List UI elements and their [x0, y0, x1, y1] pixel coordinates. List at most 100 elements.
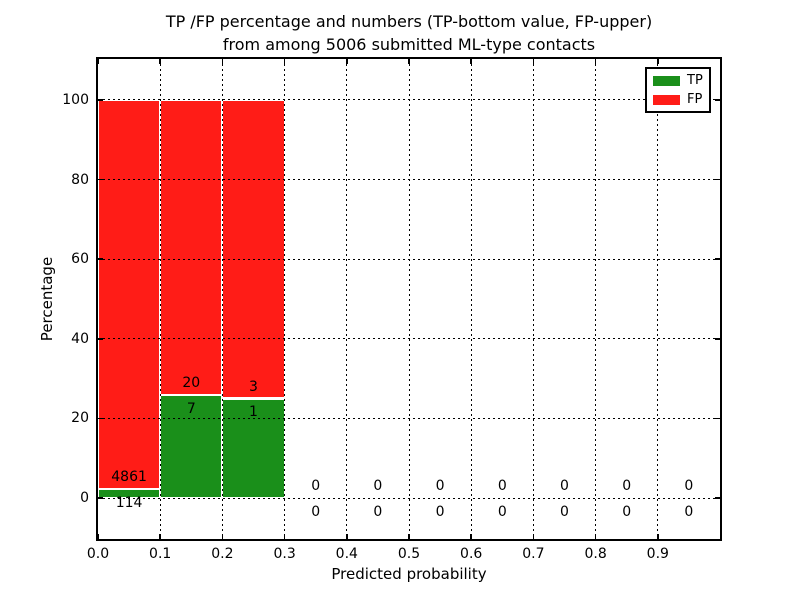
- tp-count-label: 0: [684, 503, 694, 520]
- x-tick-label: 0.1: [149, 546, 172, 562]
- fp-count-label: 0: [684, 478, 694, 495]
- vertical-gridline: [408, 59, 410, 539]
- x-tick-top: [594, 59, 597, 64]
- legend-item-tp: TP: [653, 74, 703, 87]
- fp-count-label: 0: [311, 478, 321, 495]
- fp-count-label: 0: [373, 478, 383, 495]
- x-tick-bottom: [346, 534, 348, 539]
- plot-area: 4861 114 20 7 3 1 0 0 0 0 0 0 0 0 0 0 0 0 0 0 0.0 0.1 0.2 0.3 0.…: [62, 57, 722, 562]
- x-tick-top: [97, 59, 99, 64]
- y-tick-label: 100: [62, 91, 89, 108]
- tp-count-label: 0: [497, 503, 507, 520]
- horizontal-gridline: [98, 258, 720, 260]
- x-tick-bottom: [97, 534, 99, 539]
- tp-count-label: 1: [249, 404, 258, 421]
- horizontal-gridline: [98, 99, 720, 101]
- fp-count-label: 20: [182, 374, 201, 391]
- x-tick-top: [470, 59, 472, 64]
- x-axis-label: Predicted probability: [331, 565, 487, 583]
- chart-title: TP /FP percentage and numbers (TP-bottom…: [98, 10, 720, 56]
- vertical-gridline: [470, 59, 472, 539]
- fp-count-label: 0: [435, 478, 445, 495]
- horizontal-gridline: [98, 179, 720, 181]
- x-tick-top: [408, 59, 410, 64]
- x-tick-bottom: [657, 534, 659, 539]
- vertical-gridline: [284, 59, 286, 539]
- x-tick-top: [532, 59, 535, 64]
- y-tick-label: 80: [71, 171, 89, 188]
- bar-segment-tp: [160, 394, 223, 498]
- x-tick-label: 0.3: [273, 546, 296, 562]
- x-tick-bottom: [532, 534, 535, 539]
- y-axis-label: Percentage: [38, 256, 56, 342]
- x-tick-label: 0.9: [646, 546, 669, 562]
- bar-segment-tp: [98, 488, 161, 498]
- y-tick-left: [98, 497, 103, 499]
- y-tick-label: 60: [71, 251, 89, 268]
- legend-item-fp: FP: [653, 93, 703, 106]
- x-tick-label: 0.0: [86, 546, 110, 562]
- y-tick-right: [715, 338, 720, 340]
- horizontal-gridline: [98, 338, 720, 340]
- vertical-gridline: [532, 59, 534, 539]
- y-tick-label: 40: [71, 330, 89, 347]
- y-tick-left: [98, 99, 103, 101]
- vertical-gridline: [346, 59, 348, 539]
- vertical-gridline: [657, 59, 659, 539]
- x-tick-label: 0.2: [211, 546, 234, 562]
- bar-segment-tp: [222, 398, 285, 498]
- x-tick-bottom: [221, 534, 224, 539]
- chart-title-line1: TP /FP percentage and numbers (TP-bottom…: [165, 12, 653, 31]
- y-tick-right: [715, 178, 720, 181]
- y-tick-left: [98, 178, 103, 181]
- y-tick-right: [715, 417, 720, 420]
- x-tick-top: [657, 59, 659, 64]
- x-tick-label: 0.4: [335, 546, 358, 562]
- y-tick-right: [715, 497, 720, 499]
- vertical-gridline: [221, 59, 223, 539]
- horizontal-gridline: [98, 497, 720, 499]
- tp-count-label: 0: [435, 503, 445, 520]
- tp-legend-label: TP: [687, 73, 703, 88]
- x-tick-label: 0.6: [460, 546, 483, 562]
- y-tick-left: [98, 258, 103, 260]
- legend: TP FP: [645, 67, 711, 113]
- vertical-gridline: [595, 59, 597, 539]
- fp-legend-swatch: [653, 94, 680, 105]
- tp-count-label: 0: [622, 503, 632, 520]
- fp-count-label: 3: [249, 378, 258, 395]
- fp-legend-label: FP: [687, 92, 703, 107]
- x-tick-top: [221, 59, 224, 64]
- y-tick-label: 20: [71, 410, 89, 427]
- x-tick-top: [346, 59, 348, 64]
- tp-count-label: 0: [560, 503, 569, 520]
- bar-segment-fp: [160, 99, 223, 395]
- x-tick-bottom: [283, 534, 286, 539]
- tp-count-label: 7: [186, 400, 196, 417]
- bar-segment-fp: [222, 99, 285, 399]
- fp-count-label: 0: [560, 478, 569, 495]
- x-tick-bottom: [159, 534, 161, 539]
- x-tick-label: 0.8: [584, 546, 607, 562]
- x-tick-top: [159, 59, 161, 64]
- tp-count-label: 114: [115, 494, 143, 511]
- x-tick-label: 0.5: [397, 546, 421, 562]
- y-tick-right: [715, 258, 720, 260]
- bar-segment-fp: [98, 99, 161, 489]
- x-tick-top: [283, 59, 286, 64]
- y-tick-right: [715, 99, 720, 101]
- y-tick-left: [98, 338, 103, 340]
- x-tick-bottom: [408, 534, 410, 539]
- tp-count-label: 0: [311, 503, 321, 520]
- fp-count-label: 4861: [111, 468, 147, 485]
- tp-legend-swatch: [653, 75, 680, 86]
- chart-title-line2: from among 5006 submitted ML-type contac…: [222, 35, 596, 54]
- x-tick-label: 0.7: [522, 546, 545, 562]
- fp-count-label: 0: [497, 478, 507, 495]
- vertical-gridline: [159, 59, 161, 539]
- fp-count-label: 0: [622, 478, 632, 495]
- x-tick-bottom: [594, 534, 597, 539]
- y-tick-left: [98, 417, 103, 420]
- x-tick-bottom: [470, 534, 472, 539]
